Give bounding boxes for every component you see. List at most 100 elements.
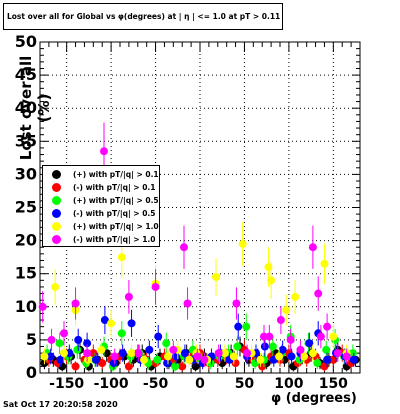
data-point — [287, 352, 296, 361]
y-tick-label: 35 — [15, 131, 37, 150]
x-tick-label: -150 — [49, 376, 84, 392]
legend-item: (+) with pT/|q| > 0.1 — [43, 168, 159, 181]
y-tick-label: 30 — [15, 164, 37, 183]
data-point — [154, 332, 163, 341]
grid-layer — [40, 42, 360, 373]
data-point — [300, 352, 308, 361]
data-point — [232, 299, 241, 308]
data-point — [342, 352, 351, 361]
y-tick-label: 0 — [26, 363, 37, 382]
y-tick-label: 25 — [15, 198, 37, 217]
data-point — [118, 349, 127, 358]
data-point — [282, 306, 291, 315]
data-point — [275, 352, 284, 361]
data-point — [233, 342, 242, 351]
data-point — [60, 329, 68, 338]
data-point — [83, 349, 92, 358]
legend-item: (-) with pT/|q| > 0.1 — [43, 181, 155, 194]
data-point — [349, 355, 358, 364]
data-point — [55, 339, 64, 348]
data-point — [46, 352, 55, 361]
legend-label: (-) with pT/|q| > 1.0 — [73, 235, 156, 244]
data-point — [97, 345, 106, 354]
legend-item: (+) with pT/|q| > 1.0 — [43, 220, 159, 233]
data-point — [316, 332, 325, 341]
data-point — [100, 316, 109, 325]
data-point — [267, 276, 276, 285]
timestamp: Sat Oct 17 20:20:58 2020 — [3, 400, 118, 409]
x-tick-label: -50 — [143, 376, 169, 392]
data-point — [124, 362, 133, 371]
legend-label: (+) with pT/|q| > 1.0 — [73, 222, 159, 231]
x-tick-label: 50 — [235, 376, 255, 392]
data-point — [145, 345, 154, 354]
data-point — [151, 282, 160, 291]
legend-marker — [52, 170, 61, 179]
data-point — [305, 339, 314, 348]
legend: (+) with pT/|q| > 0.1 (-) with pT/|q| > … — [42, 165, 160, 247]
x-tick-label: 0 — [195, 376, 205, 392]
data-point — [163, 359, 172, 368]
legend-marker — [52, 235, 61, 244]
y-tick-label: 50 — [15, 32, 37, 51]
data-point — [234, 322, 243, 331]
data-point — [308, 243, 317, 252]
x-axis-label: φ (degrees) — [271, 391, 357, 406]
data-point — [180, 349, 189, 358]
data-point — [314, 289, 323, 298]
data-point — [127, 319, 136, 328]
data-point — [268, 342, 277, 351]
y-axis-label: Lost over all (%) — [17, 55, 53, 161]
data-point — [180, 243, 188, 252]
legend-label: (+) with pT/|q| > 0.5 — [73, 196, 159, 205]
data-point — [51, 282, 60, 291]
data-point — [193, 352, 202, 361]
data-point — [71, 299, 80, 308]
data-point — [238, 239, 247, 248]
legend-item: (-) with pT/|q| > 1.0 — [43, 233, 155, 246]
data-point — [178, 362, 187, 371]
data-point — [323, 355, 332, 364]
data-point — [243, 349, 252, 358]
x-tick-label: 150 — [319, 376, 348, 392]
legend-label: (-) with pT/|q| > 0.5 — [73, 209, 156, 218]
data-point — [296, 345, 305, 354]
y-tick-label: 20 — [15, 231, 37, 250]
legend-label: (-) with pT/|q| > 0.1 — [73, 183, 156, 192]
data-point — [308, 349, 317, 358]
data-point — [329, 355, 338, 364]
data-point — [56, 355, 65, 364]
y-tick-label: 10 — [15, 297, 37, 316]
data-point — [92, 355, 100, 364]
data-point — [127, 349, 136, 358]
legend-marker — [52, 183, 61, 192]
data-point — [140, 355, 148, 364]
data-point — [171, 362, 180, 371]
data-point — [323, 322, 332, 331]
x-tick-label: 100 — [274, 376, 303, 392]
data-point — [278, 345, 287, 354]
x-tick-label: -100 — [94, 376, 129, 392]
y-tick-label: 45 — [15, 65, 37, 84]
legend-marker — [52, 222, 61, 231]
data-point — [164, 352, 172, 361]
data-point — [38, 302, 47, 311]
data-point — [260, 342, 269, 351]
data-point — [124, 292, 133, 301]
data-point — [60, 349, 68, 358]
data-layer — [38, 122, 360, 372]
legend-label: (+) with pT/|q| > 0.1 — [73, 170, 159, 179]
data-point — [220, 349, 229, 358]
data-point — [276, 316, 285, 325]
data-point — [242, 322, 251, 331]
data-point — [348, 349, 357, 358]
data-point — [100, 147, 108, 156]
data-point — [110, 352, 119, 361]
data-point — [74, 335, 83, 344]
data-point — [169, 345, 178, 354]
data-point — [84, 355, 92, 364]
data-point — [291, 292, 300, 301]
data-point — [109, 359, 118, 368]
data-point — [71, 362, 80, 371]
